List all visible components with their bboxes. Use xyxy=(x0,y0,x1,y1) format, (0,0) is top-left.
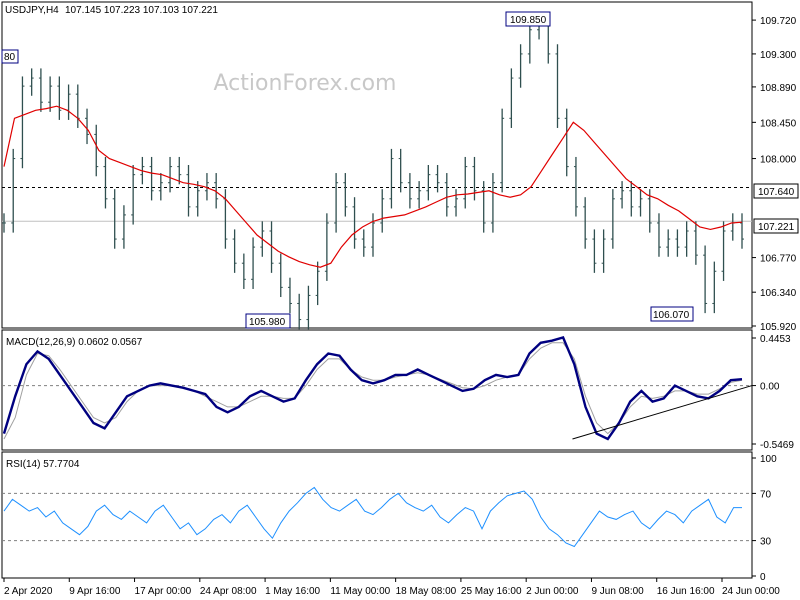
label-low-left: 105.980 xyxy=(245,313,291,329)
svg-text:105.980: 105.980 xyxy=(249,317,286,328)
rsi-tick-label: 70 xyxy=(760,489,772,500)
price-tick-label: 109.720 xyxy=(760,16,797,27)
ohlc-readout: 107.145 107.223 107.103 107.221 xyxy=(65,5,218,16)
x-tick-label: 17 Apr 00:00 xyxy=(135,586,192,597)
watermark: ActionForex.com xyxy=(214,71,397,96)
price-tick-label: 108.000 xyxy=(760,155,797,166)
current-price-badge: 107.221 xyxy=(753,218,799,234)
level-badge: 107.640 xyxy=(753,183,799,199)
price-tick-label: 105.920 xyxy=(760,322,797,333)
rsi-title: RSI(14) 57.7704 xyxy=(6,459,80,470)
moving-average-line xyxy=(3,105,743,268)
price-series xyxy=(2,12,752,330)
price-tick-label: 106.340 xyxy=(760,288,797,299)
macd-title: MACD(12,26,9) 0.0602 0.0567 xyxy=(6,337,143,348)
axis-labels: 109.720 109.300 108.890 108.450 108.000 106.7… xyxy=(3,16,797,597)
x-tick-label: 1 May 16:00 xyxy=(265,586,320,597)
rsi-line xyxy=(3,486,742,548)
macd-tick-label: 0.00 xyxy=(760,382,780,393)
x-tick-label: 11 May 00:00 xyxy=(330,586,390,597)
label-low-right: 106.070 xyxy=(650,306,694,322)
x-tick-label: 25 May 16:00 xyxy=(461,586,522,597)
x-tick-label: 16 Jun 16:00 xyxy=(657,586,715,597)
svg-text:107.640: 107.640 xyxy=(758,187,795,198)
price-tick-label: 106.770 xyxy=(760,254,797,265)
price-tick-label: 108.890 xyxy=(760,83,797,94)
x-tick-label: 24 Jun 00:00 xyxy=(722,586,780,597)
rsi-pane-frame xyxy=(1,451,753,579)
macd-pane-frame xyxy=(1,329,753,451)
label-high-top: 109.850 xyxy=(505,11,551,27)
x-tick-label: 18 May 08:00 xyxy=(396,586,457,597)
x-tick-label: 2 Apr 2020 xyxy=(4,586,53,597)
rsi-tick-label: 100 xyxy=(760,454,777,465)
rsi-series xyxy=(2,486,752,548)
svg-text:107.221: 107.221 xyxy=(758,222,795,233)
svg-text:106.070: 106.070 xyxy=(653,310,690,321)
symbol-timeframe: USDJPY,H4 xyxy=(5,5,59,16)
macd-tick-label: -0.5469 xyxy=(760,440,794,451)
label-high-left: 80 xyxy=(1,49,19,64)
macd-tick-label: 0.4453 xyxy=(760,334,791,345)
price-tick-label: 108.450 xyxy=(760,118,797,129)
macd-series xyxy=(2,336,753,441)
svg-text:80: 80 xyxy=(4,52,16,63)
rsi-tick-label: 30 xyxy=(760,537,772,548)
x-tick-label: 9 Apr 16:00 xyxy=(69,586,121,597)
rsi-tick-label: 0 xyxy=(760,572,766,583)
x-tick-label: 24 Apr 08:00 xyxy=(200,586,257,597)
x-tick-label: 9 Jun 08:00 xyxy=(591,586,644,597)
price-pane-frame xyxy=(1,1,753,329)
macd-trendline xyxy=(572,385,753,440)
svg-text:109.850: 109.850 xyxy=(510,15,547,26)
macd-line xyxy=(2,336,743,441)
x-tick-label: 2 Jun 00:00 xyxy=(526,586,579,597)
price-tick-label: 109.300 xyxy=(760,50,797,61)
